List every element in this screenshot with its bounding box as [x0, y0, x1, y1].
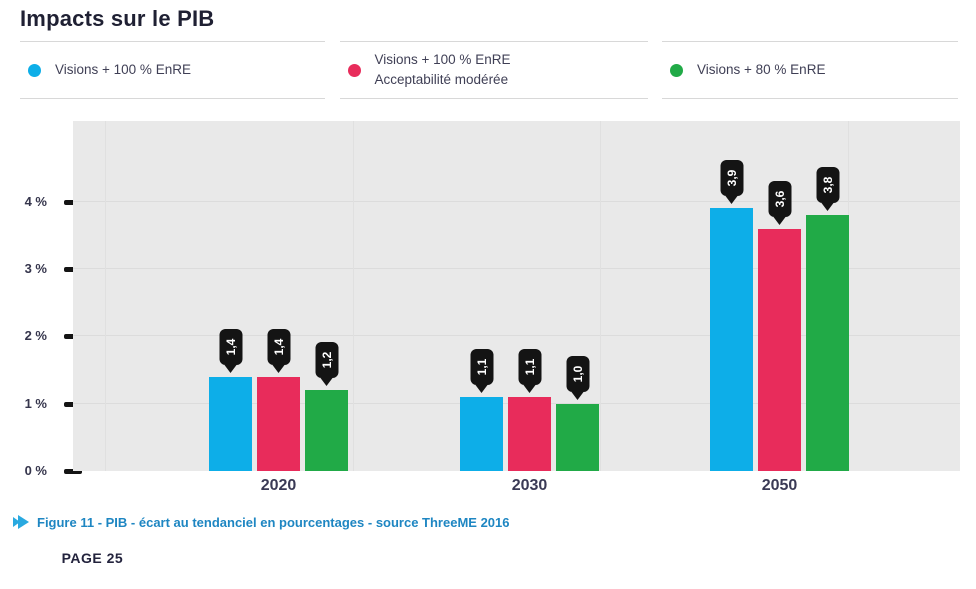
legend-dot-icon [347, 63, 361, 77]
data-label-pointer [523, 385, 536, 393]
data-label: 1,1 [470, 349, 493, 393]
data-label-value: 1,4 [271, 338, 286, 356]
page-footer: Un mix électrique 100% renouvelable ? PA… [0, 550, 958, 589]
chart-title: Impacts sur le PIB [20, 6, 215, 31]
chart-legend: Visions + 100 % EnRE Visions + 100 % EnRE… [20, 41, 958, 99]
bar-group-2030: 1,1 1,1 1,0 [460, 349, 599, 471]
data-label-value: 1,4 [223, 338, 238, 356]
legend-label: Visions + 100 % EnRE [55, 62, 191, 78]
bar-chart: 0 % 1 % 2 % 3 % 4 % 1,4 1,4 1,2 1,1 1,1 1,0 3,9 3,6… [0, 121, 960, 501]
data-label: 3,9 [720, 160, 743, 204]
data-label-pointer [224, 365, 237, 373]
bar: 3,9 [710, 160, 753, 471]
gridline-horizontal [73, 200, 960, 202]
x-category-label: 2030 [511, 477, 548, 494]
legend-label: Visions + 100 % EnRE Acceptabilité modéré… [374, 52, 511, 87]
y-tick-label: 4 % [24, 193, 47, 209]
data-label-pointer [272, 365, 285, 373]
gridline-vertical [600, 121, 601, 471]
y-axis-tick: 3 % [0, 260, 82, 278]
data-label: 1,4 [219, 329, 242, 373]
data-label: 1,1 [518, 349, 541, 393]
y-axis-tick: 2 % [0, 327, 82, 345]
bar: 3,6 [758, 181, 801, 471]
bar: 1,0 [556, 356, 599, 471]
legend-dot-icon [28, 63, 41, 77]
x-axis-labels: 2020 2030 2050 [73, 477, 960, 501]
data-label-value: 1,0 [570, 365, 585, 383]
data-label: 3,8 [816, 167, 839, 211]
bar: 3,8 [806, 167, 849, 471]
gridline-horizontal [73, 268, 960, 270]
bar: 1,2 [305, 342, 348, 471]
legend-dot-icon [670, 63, 683, 77]
page-number: PAGE 25 [61, 550, 918, 589]
legend-label: Visions + 80 % EnRE [697, 62, 826, 78]
figure-caption-text: Figure 11 - PIB - écart au tendanciel en… [37, 514, 510, 530]
data-label-value: 3,6 [772, 190, 787, 208]
bar-group-2050: 3,9 3,6 3,8 [710, 160, 849, 471]
gridline-vertical [353, 121, 354, 471]
data-label-pointer [821, 203, 834, 211]
bar: 1,1 [460, 349, 503, 471]
legend-item: Visions + 100 % EnRE Acceptabilité modéré… [339, 41, 648, 99]
data-label-pointer [475, 385, 488, 393]
data-label-value: 3,8 [820, 176, 835, 194]
bar: 1,4 [257, 329, 300, 471]
bar: 1,4 [209, 329, 252, 471]
x-category-label: 2050 [761, 477, 798, 494]
data-label-value: 1,1 [474, 358, 489, 376]
y-tick-label: 1 % [24, 395, 47, 411]
data-label: 3,6 [768, 181, 791, 225]
data-label: 1,4 [267, 329, 290, 373]
data-label-pointer [725, 196, 738, 204]
y-axis-tick: 4 % [0, 193, 82, 211]
y-axis-tick: 0 % [0, 462, 82, 480]
gridline-horizontal [73, 335, 960, 337]
data-label: 1,0 [566, 356, 589, 400]
data-label-pointer [773, 217, 786, 225]
legend-item: Visions + 80 % EnRE [662, 41, 958, 99]
y-tick-label: 2 % [24, 328, 47, 344]
y-tick-label: 0 % [24, 463, 47, 478]
data-label-value: 1,2 [319, 351, 334, 369]
y-tick-label: 3 % [24, 261, 47, 277]
legend-item: Visions + 100 % EnRE [20, 41, 325, 99]
bar-group-2020: 1,4 1,4 1,2 [209, 329, 348, 471]
data-label: 1,2 [315, 342, 338, 386]
gridline-vertical [105, 121, 106, 471]
data-label-value: 3,9 [724, 169, 739, 187]
data-label-pointer [320, 378, 333, 386]
bar: 1,1 [508, 349, 551, 471]
arrow-icon [13, 515, 29, 529]
x-category-label: 2020 [260, 477, 297, 494]
figure-caption: Figure 11 - PIB - écart au tendanciel en… [12, 514, 510, 530]
data-label-pointer [571, 392, 584, 400]
plot-area: 1,4 1,4 1,2 1,1 1,1 1,0 3,9 3,6 3,8 [73, 121, 960, 471]
y-axis-tick: 1 % [0, 395, 82, 413]
y-tick-mark [64, 469, 82, 474]
data-label-value: 1,1 [522, 358, 537, 376]
y-axis: 0 % 1 % 2 % 3 % 4 % [0, 121, 82, 478]
